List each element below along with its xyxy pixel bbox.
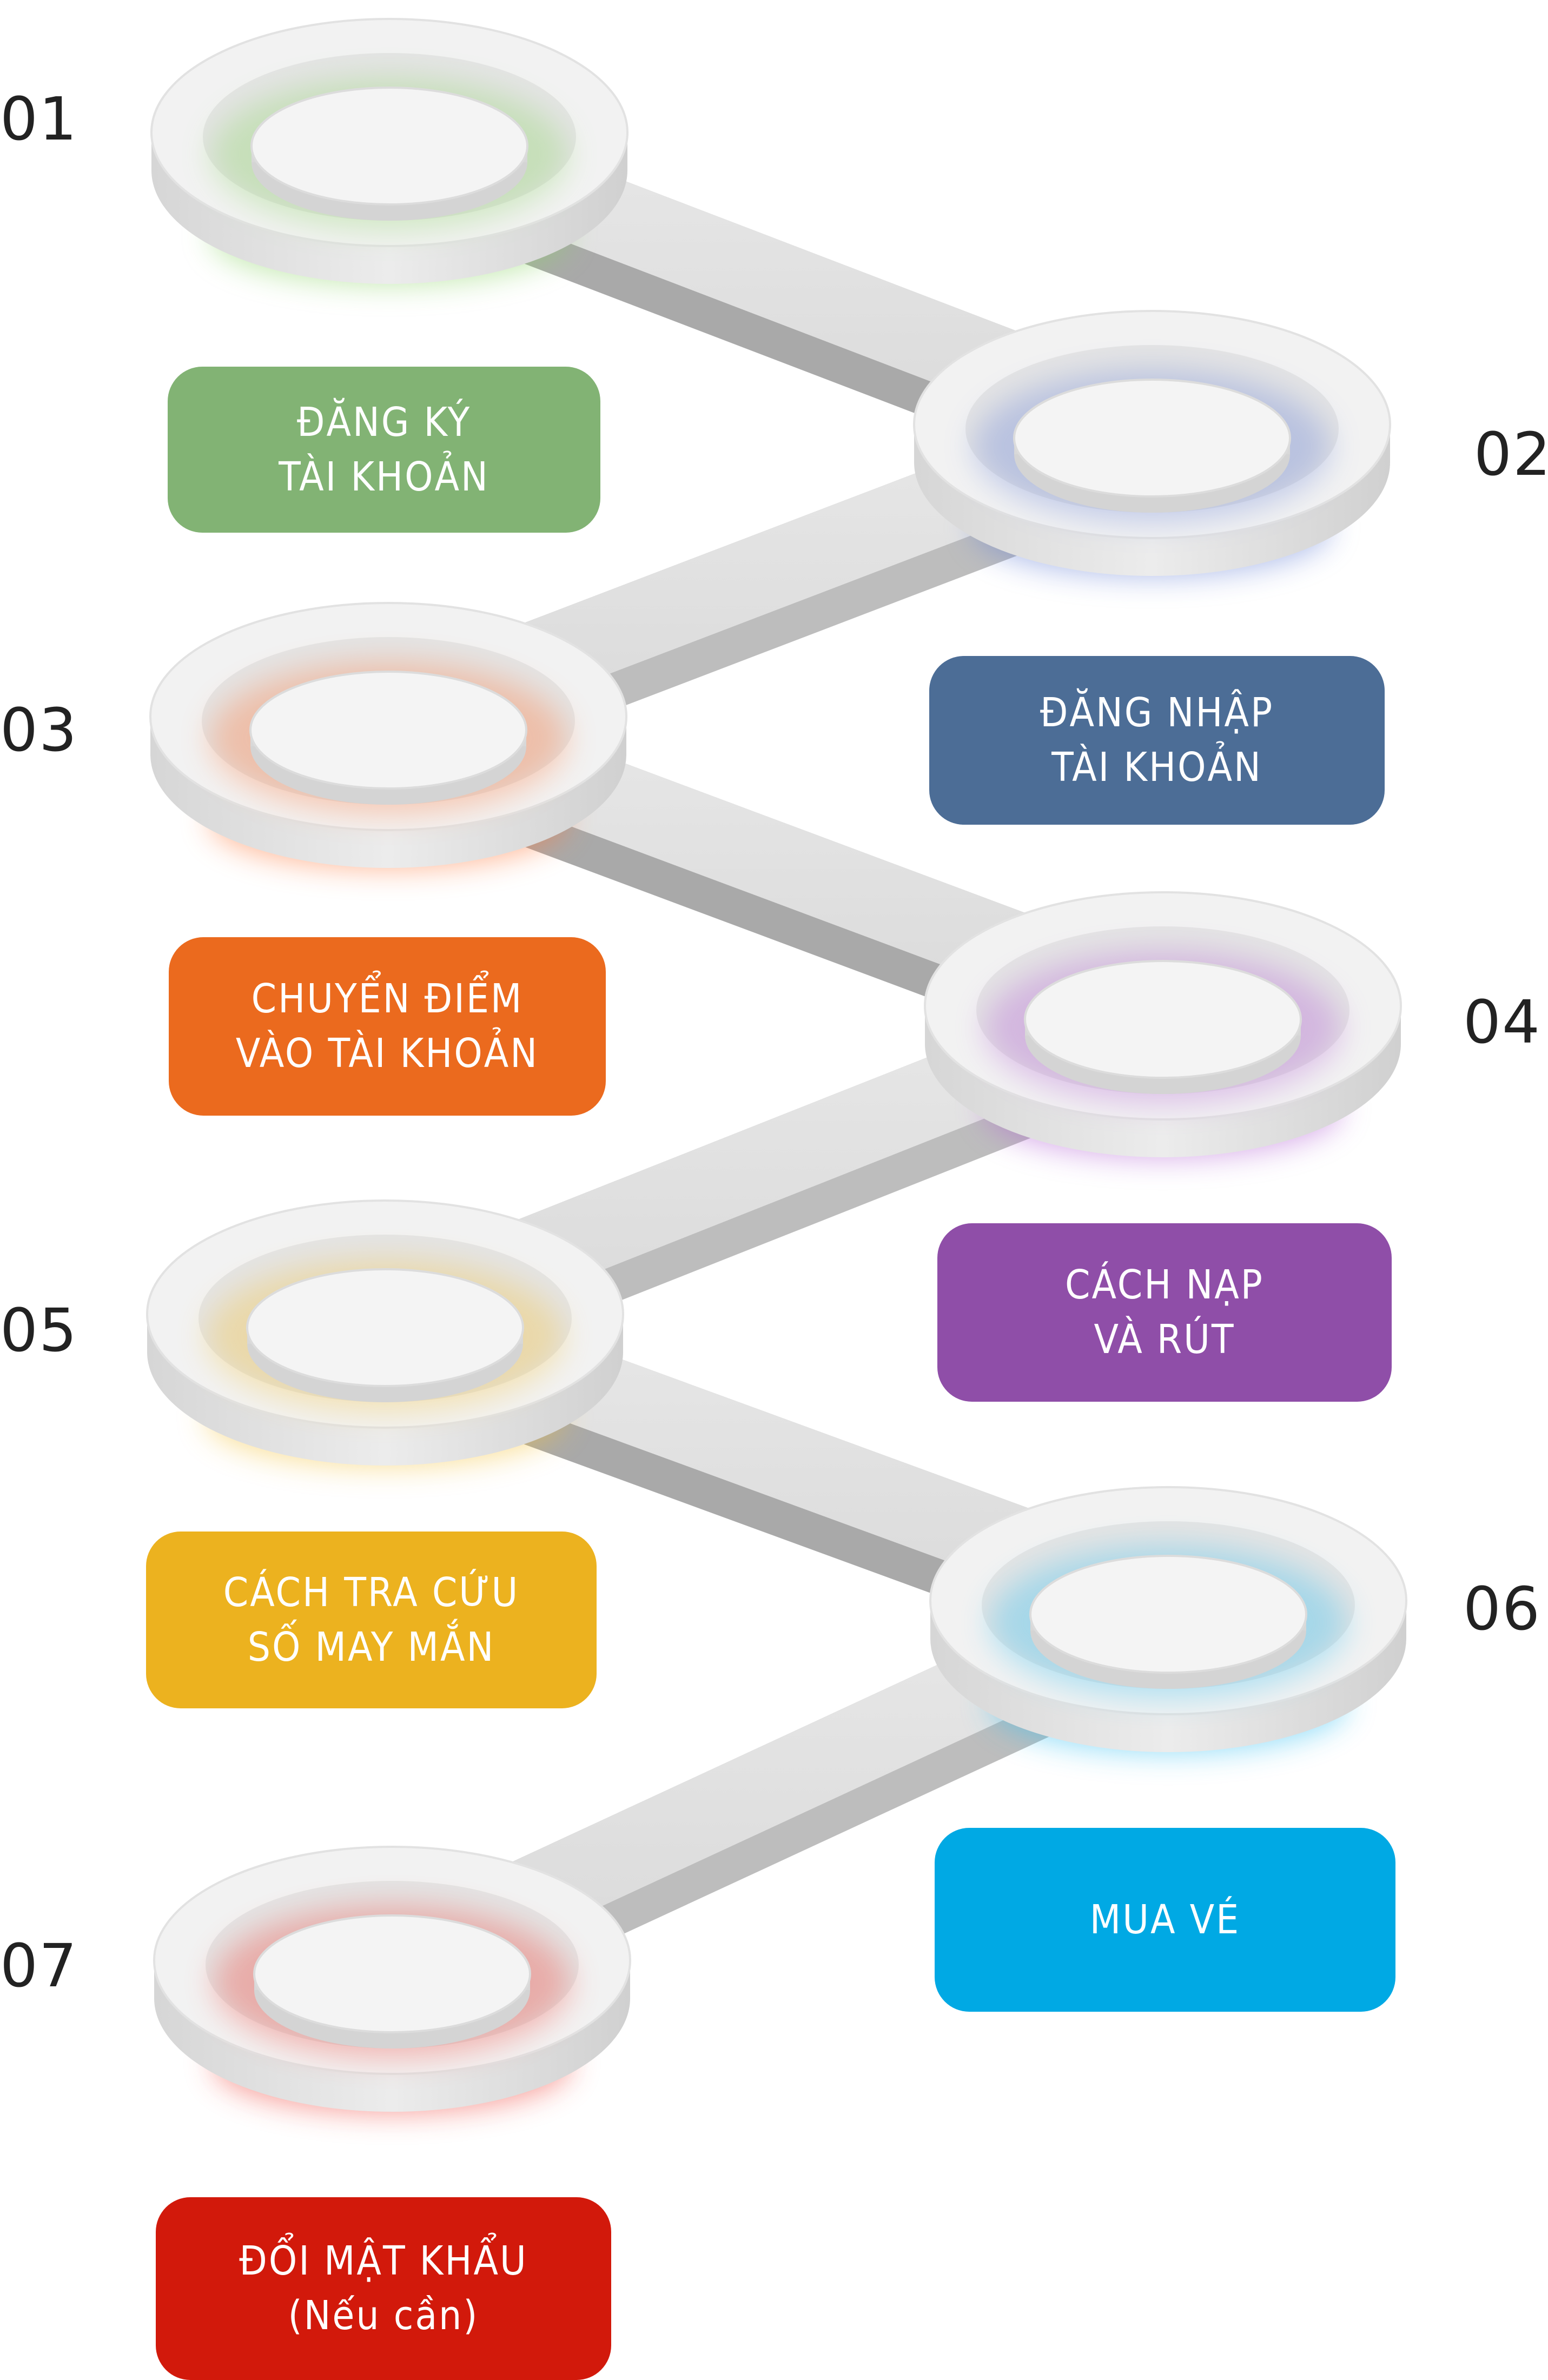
step-label-04: CÁCH NẠP VÀ RÚT	[937, 1223, 1392, 1402]
step-number-05: 05	[0, 1296, 78, 1365]
step-label-line2: VÀ RÚT	[1094, 1316, 1235, 1363]
step-number-06: 06	[1463, 1574, 1541, 1643]
step-label-01: ĐĂNG KÝ TÀI KHOẢN	[168, 367, 600, 533]
step-number-04: 04	[1463, 987, 1541, 1057]
step-label-line1: ĐỔI MẬT KHẨU	[239, 2238, 528, 2285]
step-number-03: 03	[0, 695, 78, 765]
step-number-07: 07	[0, 1931, 78, 2000]
step-number-01: 01	[0, 84, 78, 154]
step-label-05: CÁCH TRA CỨU SỐ MAY MẮN	[146, 1532, 597, 1708]
step-label-line1: ĐĂNG NHẬP	[1040, 690, 1274, 737]
step-label-line1: ĐĂNG KÝ	[296, 399, 472, 446]
step-label-06: MUA VÉ	[935, 1828, 1395, 2012]
step-label-line1: CÁCH TRA CỨU	[223, 1569, 520, 1616]
step-number-02: 02	[1474, 420, 1548, 489]
step-ring-node	[924, 891, 1402, 1157]
step-nodes	[146, 18, 1407, 2112]
step-ring-node	[150, 18, 629, 284]
step-label-line2: SỐ MAY MẮN	[247, 1623, 495, 1670]
step-label-line1: CHUYỂN ĐIỂM	[251, 976, 524, 1023]
step-label-line2: VÀO TÀI KHOẢN	[235, 1030, 539, 1077]
step-label-03: CHUYỂN ĐIỂM VÀO TÀI KHOẢN	[169, 937, 606, 1116]
step-ring-node	[929, 1486, 1407, 1752]
step-label-line2: TÀI KHOẢN	[1051, 744, 1262, 791]
step-ring-node	[153, 1846, 631, 2112]
step-label-line1: CÁCH NẠP	[1065, 1262, 1264, 1309]
step-ring-node	[149, 602, 627, 868]
step-label-line2: TÀI KHOẢN	[279, 453, 489, 500]
step-ring-node	[146, 1199, 624, 1466]
step-label-line1: MUA VÉ	[1089, 1896, 1241, 1943]
step-label-02: ĐĂNG NHẬP TÀI KHOẢN	[929, 656, 1385, 825]
step-label-line2: (Nếu cần)	[288, 2292, 479, 2339]
step-ring-node	[913, 310, 1391, 576]
step-label-07: ĐỔI MẬT KHẨU (Nếu cần)	[156, 2197, 611, 2380]
